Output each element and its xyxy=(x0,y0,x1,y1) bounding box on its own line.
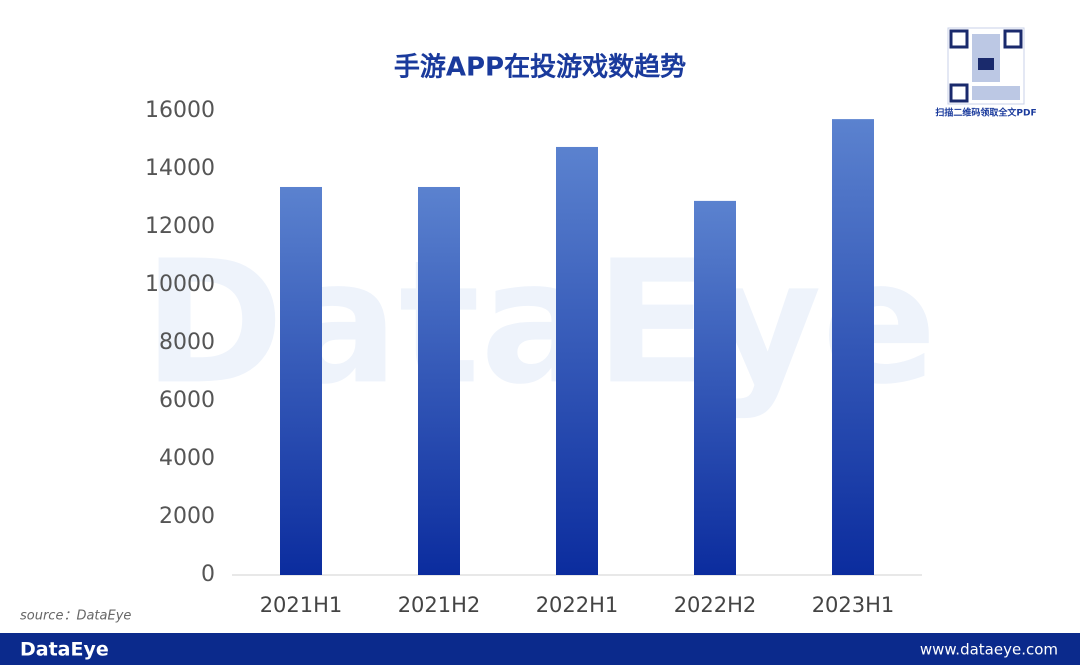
x-tick-label: 2021H2 xyxy=(398,593,481,617)
x-tick-label: 2021H1 xyxy=(260,593,343,617)
bar xyxy=(832,119,874,576)
y-tick-label: 10000 xyxy=(145,272,215,297)
bar xyxy=(694,200,736,575)
bar xyxy=(418,186,460,576)
source: source：DataEye xyxy=(20,609,131,624)
y-tick-label: 4000 xyxy=(159,446,215,471)
footer-url: www.dataeye.com xyxy=(920,641,1058,659)
y-tick-label: 6000 xyxy=(159,388,215,413)
bar xyxy=(280,186,322,576)
footer-bar xyxy=(0,633,1080,665)
x-tick-label: 2022H1 xyxy=(536,593,619,617)
bar xyxy=(556,146,598,575)
y-tick-label: 0 xyxy=(201,562,215,587)
qr-code xyxy=(947,27,1025,105)
qr-caption: 扫描二维码领取全文PDF xyxy=(935,107,1036,119)
footer-brand: DataEye xyxy=(20,639,109,661)
y-tick-label: 12000 xyxy=(145,214,215,239)
y-tick-label: 2000 xyxy=(159,504,215,529)
y-tick-label: 16000 xyxy=(145,98,215,123)
watermark: DataEye xyxy=(143,224,937,422)
chart-title: 手游APP在投游戏数趋势 xyxy=(394,53,686,83)
x-tick-label: 2022H2 xyxy=(674,593,757,617)
y-tick-label: 8000 xyxy=(159,330,215,355)
x-tick-label: 2023H1 xyxy=(812,593,895,617)
y-tick-label: 14000 xyxy=(145,156,215,181)
